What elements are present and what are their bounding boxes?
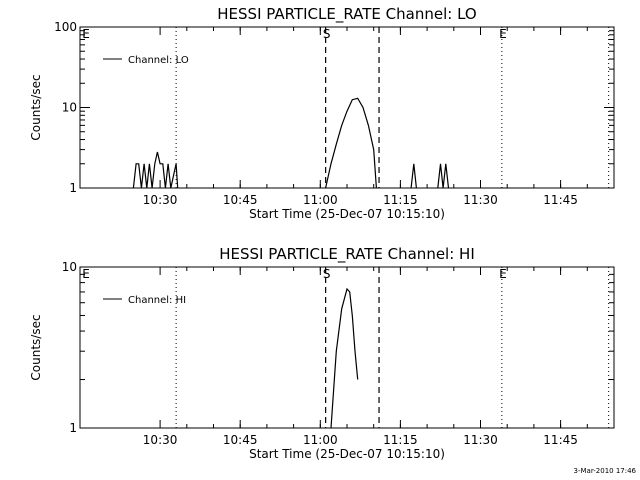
y-tick-label: 10 <box>62 260 77 274</box>
x-axis-label: Start Time (25-Dec-07 10:15:10) <box>249 447 445 461</box>
series-line <box>410 163 417 189</box>
x-tick-label: 11:45 <box>543 193 578 207</box>
series-line <box>132 151 179 189</box>
y-axis-label: Counts/sec <box>29 314 43 380</box>
y-axis-label: Counts/sec <box>29 74 43 140</box>
x-tick-label: 10:30 <box>143 433 178 447</box>
y-tick-label: 10 <box>62 101 77 115</box>
x-tick-label: 10:30 <box>143 193 178 207</box>
x-tick-label: 11:00 <box>303 193 338 207</box>
x-tick-label: 11:30 <box>463 193 498 207</box>
x-tick-label: 11:15 <box>383 433 418 447</box>
chart-title: HESSI PARTICLE_RATE Channel: HI <box>219 245 475 264</box>
chart-title: HESSI PARTICLE_RATE Channel: LO <box>217 5 476 24</box>
marker-label: E <box>82 27 90 41</box>
x-tick-label: 11:45 <box>543 433 578 447</box>
marker-label: S <box>323 267 331 281</box>
x-tick-label: 11:00 <box>303 433 338 447</box>
legend-label: Channel: HI <box>128 295 186 306</box>
series-line <box>325 97 377 189</box>
x-axis-label: Start Time (25-Dec-07 10:15:10) <box>249 207 445 221</box>
footer-timestamp: 3-Mar-2010 17:46 <box>574 467 637 475</box>
marker-label: E <box>499 267 507 281</box>
y-tick-label: 100 <box>54 20 77 34</box>
panel-lo: HESSI PARTICLE_RATE Channel: LO 1 10 100 10:… <box>29 5 615 221</box>
marker-label: S <box>323 27 331 41</box>
x-tick-label: 11:15 <box>383 193 418 207</box>
series-line <box>330 287 359 429</box>
x-tick-label: 10:45 <box>223 193 258 207</box>
marker-label: E <box>82 267 90 281</box>
panel-hi: HESSI PARTICLE_RATE Channel: HI 1 10 10:30 1… <box>29 245 615 461</box>
y-tick-label: 1 <box>69 181 77 195</box>
marker-label: E <box>499 27 507 41</box>
y-tick-label: 1 <box>69 421 77 435</box>
legend-label: Channel: LO <box>128 55 189 66</box>
series-line <box>437 163 450 189</box>
x-tick-label: 10:45 <box>223 433 258 447</box>
x-tick-label: 11:30 <box>463 433 498 447</box>
